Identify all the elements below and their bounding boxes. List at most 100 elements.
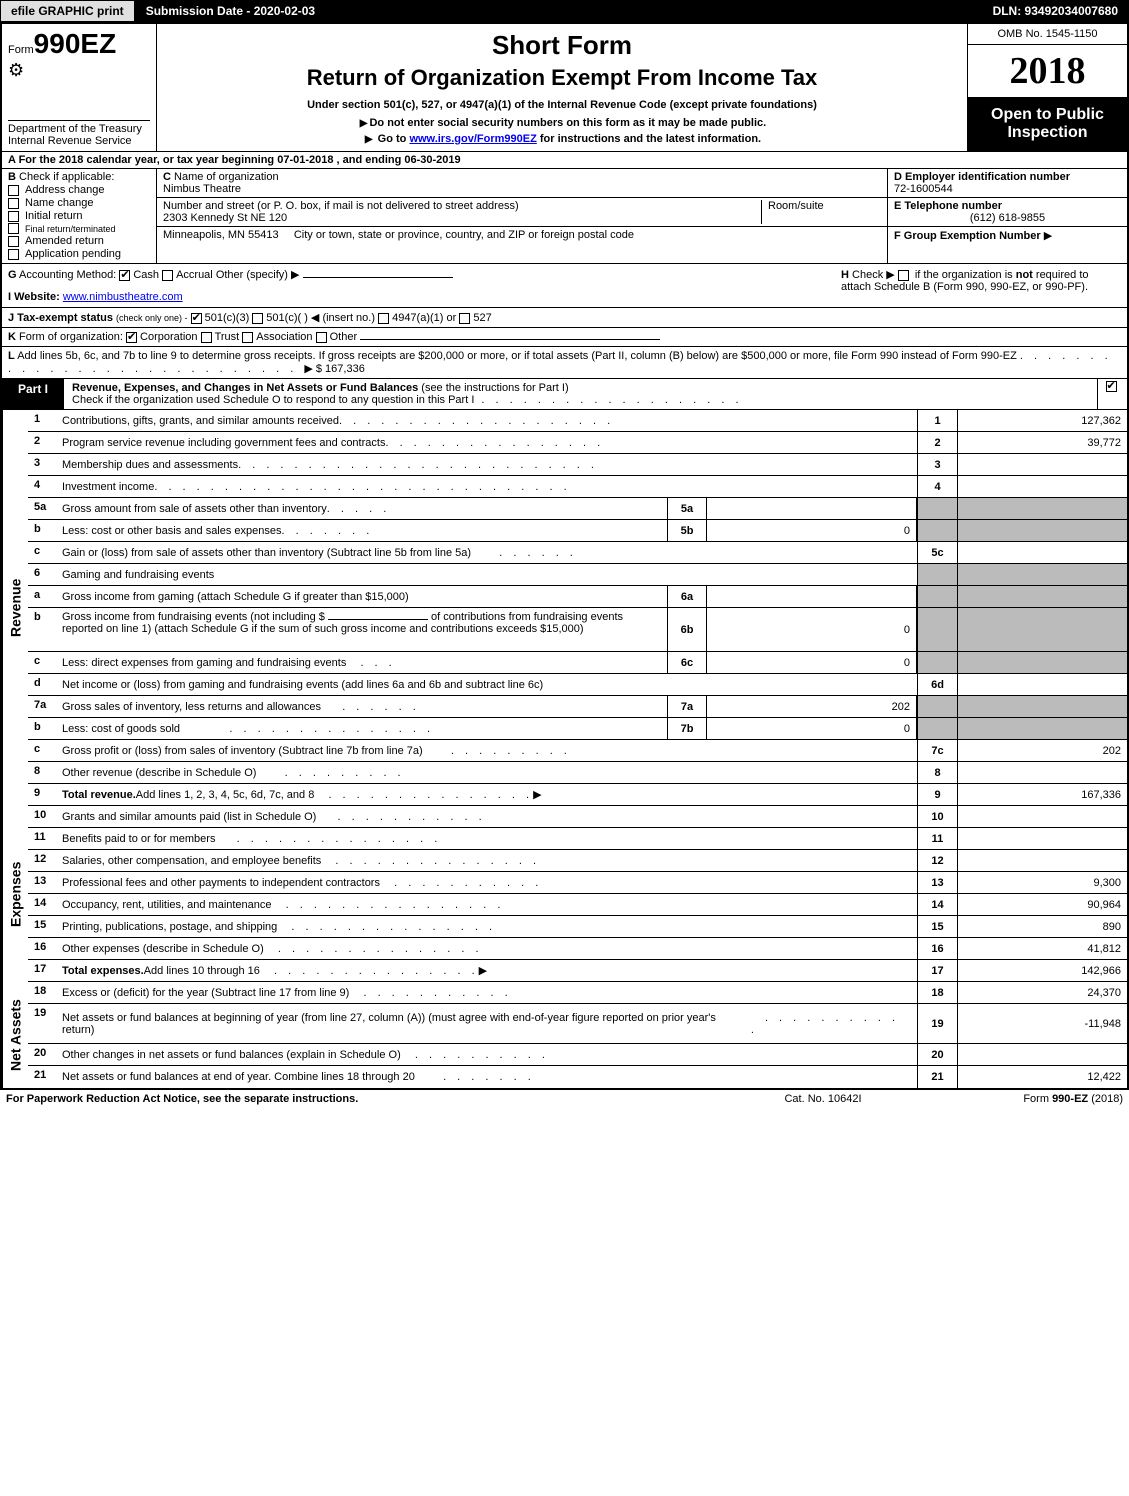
goto-link-line: Go to www.irs.gov/Form990EZ for instruct… (163, 133, 961, 145)
line-8: 8Other revenue (describe in Schedule O) … (28, 762, 1127, 784)
line-1: 1Contributions, gifts, grants, and simil… (28, 410, 1127, 432)
opt-amended-return: Amended return (25, 235, 104, 247)
row-k: K Form of organization: Corporation Trus… (2, 328, 1127, 347)
b-checkboxes: B Check if applicable: Address change Na… (2, 169, 157, 263)
checkbox-final-return[interactable] (8, 223, 19, 234)
net-assets-side-label: Net Assets (2, 982, 28, 1088)
checkbox-501c[interactable] (252, 313, 263, 324)
open-to-public: Open to Public Inspection (968, 98, 1127, 151)
org-street: 2303 Kennedy St NE 120 (163, 212, 287, 224)
checkbox-name-change[interactable] (8, 198, 19, 209)
form-version: Form 990-EZ (2018) (923, 1093, 1123, 1105)
line-13: 13Professional fees and other payments t… (28, 872, 1127, 894)
tax-year: 2018 (968, 45, 1127, 98)
checkbox-address-change[interactable] (8, 185, 19, 196)
b-right-ids: D Employer identification number 72-1600… (887, 169, 1127, 263)
header-right: OMB No. 1545-1150 2018 Open to Public In… (967, 24, 1127, 151)
checkbox-h[interactable] (898, 270, 909, 281)
b-label: B (8, 171, 16, 183)
opt-initial-return: Initial return (25, 210, 82, 222)
irs-seal-icon: ⚙ (8, 60, 150, 81)
line-6d: dNet income or (loss) from gaming and fu… (28, 674, 1127, 696)
line-5c: cGain or (loss) from sale of assets othe… (28, 542, 1127, 564)
arrow-icon: ▶ (1044, 230, 1052, 242)
line-2: 2Program service revenue including gover… (28, 432, 1127, 454)
form-number: Form990EZ (8, 28, 150, 60)
checkbox-association[interactable] (242, 332, 253, 343)
line-6: 6Gaming and fundraising events (28, 564, 1127, 586)
website-link[interactable]: www.nimbustheatre.com (63, 291, 183, 303)
row-l: L Add lines 5b, 6c, and 7b to line 9 to … (2, 347, 1127, 379)
website-label: I Website: (8, 291, 63, 303)
part-1-title: Revenue, Expenses, and Changes in Net As… (64, 379, 1097, 409)
line-7b: bLess: cost of goods sold . . . . . . . … (28, 718, 1127, 740)
part-1-tab: Part I (2, 379, 64, 409)
phone-row: E Telephone number (612) 618-9855 (888, 198, 1127, 227)
b-org-info: C Name of organization Nimbus Theatre Nu… (157, 169, 887, 263)
ein-value: 72-1600544 (894, 183, 953, 195)
dln-label: DLN: 93492034007680 (983, 1, 1128, 21)
form-outer: Form990EZ ⚙ Department of the Treasury I… (0, 22, 1129, 1090)
part-1-header: Part I Revenue, Expenses, and Changes in… (2, 379, 1127, 410)
line-6b: bGross income from fundraising events (n… (28, 608, 1127, 652)
line-6c: cLess: direct expenses from gaming and f… (28, 652, 1127, 674)
opt-name-change: Name change (25, 197, 94, 209)
arrow-icon (363, 133, 375, 145)
line-7a: 7aGross sales of inventory, less returns… (28, 696, 1127, 718)
checkbox-other-org[interactable] (316, 332, 327, 343)
form-title: Short Form (163, 30, 961, 61)
city-row: Minneapolis, MN 55413 City or town, stat… (157, 227, 887, 243)
opt-application-pending: Application pending (25, 248, 121, 260)
checkbox-501c3[interactable] (191, 313, 202, 324)
checkbox-527[interactable] (459, 313, 470, 324)
checkbox-corporation[interactable] (126, 332, 137, 343)
ssn-warning: Do not enter social security numbers on … (163, 117, 961, 129)
line-6a: aGross income from gaming (attach Schedu… (28, 586, 1127, 608)
line-21: 21Net assets or fund balances at end of … (28, 1066, 1127, 1088)
ein-row: D Employer identification number 72-1600… (888, 169, 1127, 198)
line-10: 10Grants and similar amounts paid (list … (28, 806, 1127, 828)
line-16: 16Other expenses (describe in Schedule O… (28, 938, 1127, 960)
dept-irs: Internal Revenue Service (8, 135, 150, 147)
checkbox-accrual[interactable] (162, 270, 173, 281)
checkbox-schedule-o[interactable] (1106, 381, 1117, 392)
expenses-side-label: Expenses (2, 806, 28, 982)
paperwork-notice: For Paperwork Reduction Act Notice, see … (6, 1093, 723, 1105)
checkbox-initial-return[interactable] (8, 211, 19, 222)
line-4: 4Investment income . . . . . . . . . . .… (28, 476, 1127, 498)
line-5a: 5aGross amount from sale of assets other… (28, 498, 1127, 520)
checkbox-4947[interactable] (378, 313, 389, 324)
line-3: 3Membership dues and assessments . . . .… (28, 454, 1127, 476)
row-j: J Tax-exempt status (check only one) - 5… (2, 308, 1127, 328)
checkbox-cash[interactable] (119, 270, 130, 281)
line-12: 12Salaries, other compensation, and empl… (28, 850, 1127, 872)
checkbox-amended-return[interactable] (8, 236, 19, 247)
efile-print-button[interactable]: efile GRAPHIC print (1, 1, 136, 21)
revenue-section: Revenue 1Contributions, gifts, grants, a… (2, 410, 1127, 806)
revenue-side-label: Revenue (2, 410, 28, 806)
line-18: 18Excess or (deficit) for the year (Subt… (28, 982, 1127, 1004)
form-990ez: 990EZ (34, 28, 117, 59)
dept-treasury: Department of the Treasury (8, 123, 150, 135)
line-14: 14Occupancy, rent, utilities, and mainte… (28, 894, 1127, 916)
header-mid: Short Form Return of Organization Exempt… (157, 24, 967, 151)
omb-number: OMB No. 1545-1150 (968, 24, 1127, 45)
checkbox-application-pending[interactable] (8, 249, 19, 260)
section-b: B Check if applicable: Address change Na… (2, 169, 1127, 264)
checkbox-trust[interactable] (201, 332, 212, 343)
form-prefix: Form (8, 44, 34, 56)
line-15: 15Printing, publications, postage, and s… (28, 916, 1127, 938)
submission-date-label: Submission Date - 2020-02-03 (136, 1, 325, 21)
org-name-row: C Name of organization Nimbus Theatre (157, 169, 887, 198)
line-11: 11Benefits paid to or for members . . . … (28, 828, 1127, 850)
irs-link[interactable]: www.irs.gov/Form990EZ (409, 133, 536, 145)
line-5b: bLess: cost or other basis and sales exp… (28, 520, 1127, 542)
opt-final-return: Final return/terminated (25, 224, 116, 234)
form-subtitle: Return of Organization Exempt From Incom… (163, 65, 961, 91)
opt-cash: Cash (133, 269, 159, 281)
expenses-section: Expenses 10Grants and similar amounts pa… (2, 806, 1127, 982)
row-g-h: G Accounting Method: Cash Accrual Other … (2, 264, 1127, 308)
page-footer: For Paperwork Reduction Act Notice, see … (0, 1090, 1129, 1108)
under-section: Under section 501(c), 527, or 4947(a)(1)… (163, 99, 961, 111)
row-a-tax-year: A For the 2018 calendar year, or tax yea… (2, 152, 1127, 169)
